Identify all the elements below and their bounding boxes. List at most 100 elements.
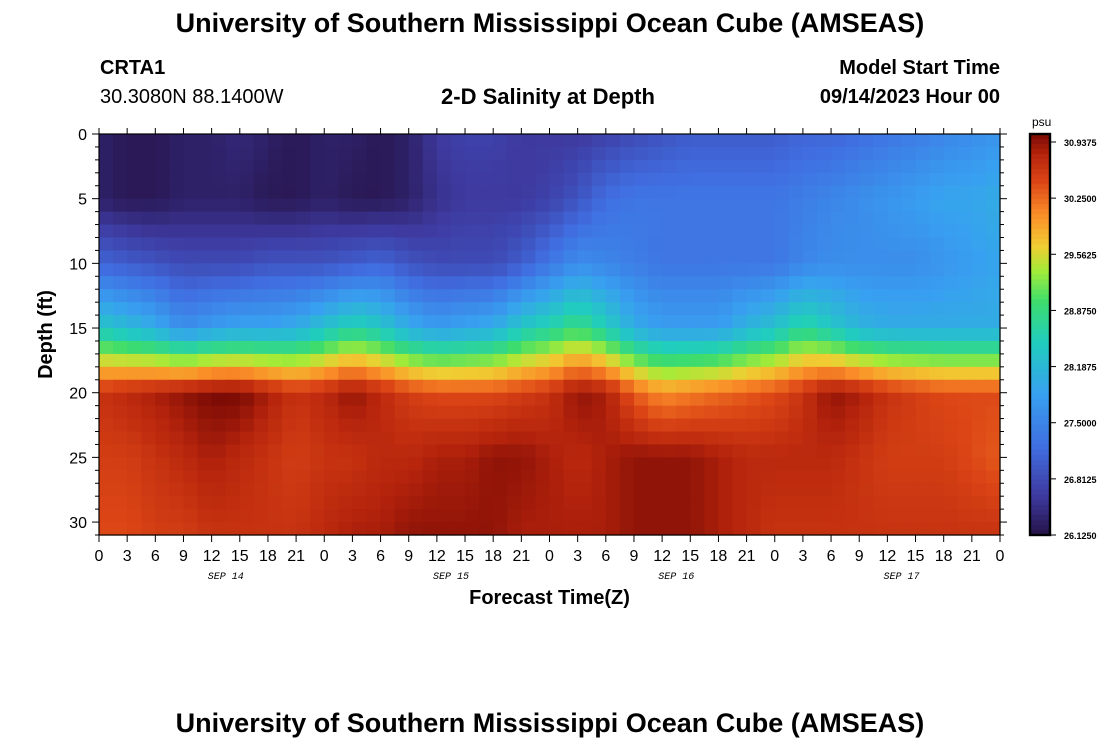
heatmap-cell: [873, 418, 888, 433]
heatmap-cell: [887, 276, 903, 290]
heatmap-cell: [662, 159, 677, 174]
heatmap-cell: [859, 509, 874, 523]
heatmap-cell: [802, 457, 818, 471]
heatmap-cell: [282, 289, 297, 303]
heatmap-cell: [113, 353, 128, 368]
heatmap-cell: [619, 418, 635, 433]
heatmap-cell: [788, 405, 804, 420]
heatmap-cell: [211, 379, 227, 394]
heatmap-cell: [479, 379, 494, 394]
heatmap-cell: [957, 146, 973, 161]
heatmap-cell: [802, 353, 818, 368]
heatmap-cell: [985, 302, 1001, 316]
heatmap-cell: [887, 509, 903, 523]
heatmap-cell: [929, 340, 945, 355]
x-tick-label: 21: [287, 548, 305, 565]
heatmap-cell: [802, 276, 818, 290]
heatmap-cell: [253, 159, 269, 174]
heatmap-cell: [859, 263, 874, 277]
heatmap-cell: [394, 340, 410, 355]
heatmap-cell: [436, 457, 452, 471]
heatmap-cell: [169, 250, 185, 264]
heatmap-cell: [225, 405, 241, 420]
heatmap-cell: [394, 366, 410, 381]
heatmap-cell: [831, 237, 846, 252]
heatmap-cell: [352, 276, 368, 290]
heatmap-cell: [774, 198, 790, 213]
heatmap-cell: [563, 366, 579, 381]
heatmap-cell: [225, 146, 241, 161]
heatmap-cell: [732, 457, 748, 471]
heatmap-cell: [267, 483, 283, 497]
heatmap-cell: [535, 172, 551, 187]
heatmap-cell: [465, 289, 480, 303]
heatmap-cell: [619, 340, 635, 355]
colorbar-segment: [1030, 139, 1050, 145]
heatmap-cell: [985, 172, 1001, 187]
heatmap-cell: [211, 276, 227, 290]
heatmap-cell: [324, 276, 339, 290]
heatmap-cell: [239, 392, 255, 407]
heatmap-cell: [450, 457, 466, 471]
heatmap-cell: [521, 224, 537, 239]
heatmap-cell: [253, 366, 269, 381]
heatmap-cell: [507, 340, 522, 355]
colorbar-segment: [1030, 254, 1050, 260]
heatmap-cell: [633, 224, 649, 239]
heatmap-cell: [648, 328, 663, 342]
heatmap-cell: [676, 379, 691, 394]
heatmap-cell: [943, 185, 959, 200]
heatmap-cell: [324, 392, 339, 407]
heatmap-cell: [282, 444, 297, 458]
heatmap-cell: [985, 405, 1001, 420]
heatmap-cell: [507, 496, 522, 510]
heatmap-cell: [507, 211, 522, 226]
heatmap-cell: [662, 328, 677, 342]
heatmap-cell: [633, 379, 649, 394]
heatmap-cell: [859, 159, 874, 174]
heatmap-cell: [197, 418, 213, 433]
colorbar-segment: [1030, 394, 1050, 401]
heatmap-cell: [577, 134, 593, 148]
heatmap-cell: [816, 224, 832, 239]
heatmap-cell: [408, 263, 424, 277]
heatmap-cell: [859, 134, 874, 148]
heatmap-cell: [816, 457, 832, 471]
heatmap-cell: [408, 315, 424, 329]
heatmap-cell: [704, 172, 720, 187]
heatmap-cell: [521, 470, 537, 484]
heatmap-cell: [943, 328, 959, 342]
day-label: SEP 15: [433, 572, 469, 583]
heatmap-cell: [746, 496, 762, 510]
heatmap-cell: [732, 146, 748, 161]
heatmap-cell: [845, 315, 860, 329]
heatmap-cell: [563, 159, 579, 174]
heatmap-cell: [591, 379, 607, 394]
heatmap-cell: [887, 483, 903, 497]
heatmap-cell: [239, 134, 255, 148]
heatmap-cell: [746, 431, 762, 446]
heatmap-cell: [380, 509, 396, 523]
heatmap-cell: [155, 444, 170, 458]
heatmap-cell: [141, 522, 156, 536]
heatmap-cell: [845, 185, 860, 200]
heatmap-cell: [577, 263, 593, 277]
heatmap-cell: [324, 224, 339, 239]
heatmap-cell: [267, 211, 283, 226]
heatmap-cell: [338, 444, 354, 458]
heatmap-cell: [394, 250, 410, 264]
heatmap-cell: [366, 444, 382, 458]
heatmap-cell: [183, 483, 199, 497]
heatmap-cell: [760, 134, 776, 148]
colorbar-segment: [1030, 199, 1050, 205]
heatmap-cell: [591, 172, 607, 187]
x-tick-label: 21: [512, 548, 530, 565]
heatmap-cell: [267, 444, 283, 458]
heatmap-cell: [521, 483, 537, 497]
heatmap-cell: [211, 392, 227, 407]
colorbar-segment: [1030, 319, 1050, 326]
heatmap-cell: [253, 379, 269, 394]
heatmap-cell: [253, 146, 269, 161]
heatmap-cell: [422, 522, 438, 536]
heatmap-cell: [394, 185, 410, 200]
